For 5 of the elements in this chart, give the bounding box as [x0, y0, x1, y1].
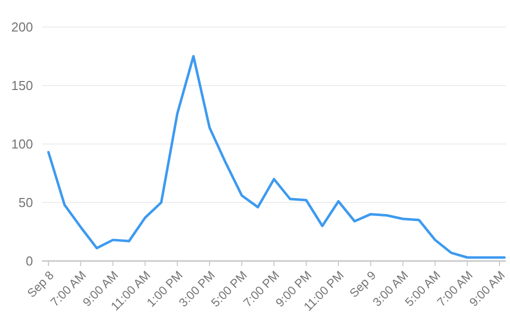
y-tick-label: 0: [26, 254, 33, 269]
y-tick-label: 200: [11, 20, 33, 35]
y-tick-label: 50: [18, 195, 33, 210]
y-tick-label: 150: [11, 78, 33, 94]
y-tick-label: 100: [11, 136, 33, 152]
